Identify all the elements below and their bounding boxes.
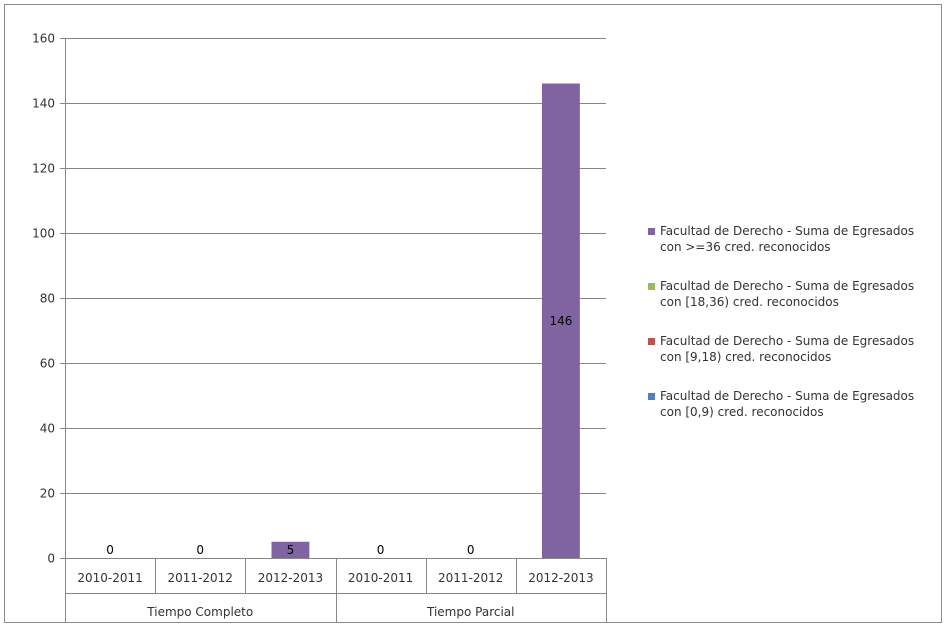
y-tick-label: 140 — [32, 97, 55, 111]
legend-label: con [9,18) cred. reconocidos — [660, 350, 831, 364]
legend-swatch — [648, 283, 655, 290]
legend-label: Facultad de Derecho - Suma de Egresados — [660, 224, 914, 238]
data-label: 0 — [467, 543, 475, 557]
x-tick-label: 2012-2013 — [258, 571, 323, 585]
legend-label: con [0,9) cred. reconocidos — [660, 405, 824, 419]
y-tick-label: 20 — [40, 487, 55, 501]
data-label: 0 — [106, 543, 114, 557]
legend-label: Facultad de Derecho - Suma de Egresados — [660, 389, 914, 403]
y-tick-label: 160 — [32, 32, 55, 46]
y-tick-label: 40 — [40, 422, 55, 436]
group-label: Tiempo Parcial — [426, 605, 514, 619]
x-tick-label: 2011-2012 — [168, 571, 233, 585]
data-label: 5 — [287, 543, 295, 557]
x-tick-label: 2011-2012 — [438, 571, 503, 585]
y-tick-label: 80 — [40, 292, 55, 306]
bar — [271, 541, 310, 558]
y-tick-label: 120 — [32, 162, 55, 176]
legend-swatch — [648, 393, 655, 400]
data-label: 0 — [377, 543, 385, 557]
y-tick-label: 0 — [47, 552, 55, 566]
data-label: 0 — [196, 543, 204, 557]
x-tick-label: 2012-2013 — [528, 571, 593, 585]
y-tick-label: 60 — [40, 357, 55, 371]
legend-label: con [18,36) cred. reconocidos — [660, 295, 839, 309]
y-tick-label: 100 — [32, 227, 55, 241]
legend-label: Facultad de Derecho - Suma de Egresados — [660, 279, 914, 293]
group-label: Tiempo Completo — [146, 605, 253, 619]
x-tick-label: 2010-2011 — [348, 571, 413, 585]
legend-label: con >=36 cred. reconocidos — [660, 240, 831, 254]
legend-swatch — [648, 228, 655, 235]
legend-swatch — [648, 338, 655, 345]
bar — [541, 83, 580, 558]
x-tick-label: 2010-2011 — [77, 571, 142, 585]
chart-frame: 0 20 40 60 80 100 120 140 160 Tiempo Completo Tiem… — [4, 4, 942, 623]
chart-svg: 0 20 40 60 80 100 120 140 160 Tiempo Completo Tiem… — [32, 32, 914, 622]
legend-label: Facultad de Derecho - Suma de Egresados — [660, 334, 914, 348]
data-label: 146 — [549, 314, 572, 328]
